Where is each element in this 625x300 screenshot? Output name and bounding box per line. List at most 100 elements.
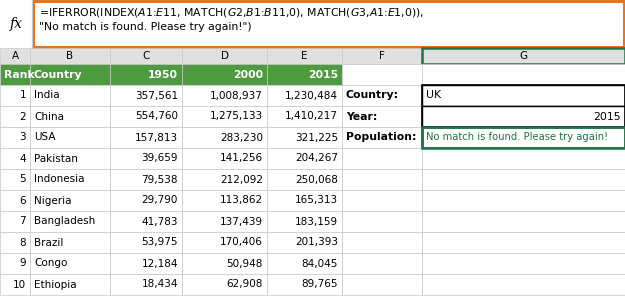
Bar	[30, 127, 110, 148]
Text: Country:: Country:	[346, 91, 399, 100]
Bar	[267, 169, 342, 190]
Text: 554,760: 554,760	[135, 112, 178, 122]
Bar	[30, 232, 110, 253]
Text: Year:: Year:	[346, 112, 378, 122]
Bar	[422, 85, 625, 127]
Bar	[422, 127, 625, 148]
Text: =IFERROR(INDEX($A$1:$E$11, MATCH($G$2,$B$1:$B$11,0), MATCH($G$3,$A$1:$E$1,0)),: =IFERROR(INDEX($A$1:$E$11, MATCH($G$2,$B…	[39, 6, 424, 19]
Text: 62,908: 62,908	[227, 280, 263, 290]
Text: Indonesia: Indonesia	[34, 175, 84, 184]
Text: Ethiopia: Ethiopia	[34, 280, 77, 290]
Text: 204,267: 204,267	[295, 154, 338, 164]
Text: 1950: 1950	[148, 70, 178, 80]
Text: 113,862: 113,862	[220, 196, 263, 206]
Text: 165,313: 165,313	[295, 196, 338, 206]
Bar	[110, 274, 182, 295]
Bar	[110, 148, 182, 169]
Bar	[30, 48, 110, 64]
Text: 283,230: 283,230	[220, 133, 263, 142]
Bar	[342, 274, 422, 295]
Bar	[422, 253, 625, 274]
Text: 84,045: 84,045	[302, 259, 338, 269]
Bar	[422, 48, 625, 64]
Text: 1: 1	[19, 91, 26, 100]
Text: 29,790: 29,790	[142, 196, 178, 206]
Bar	[182, 274, 267, 295]
Text: 89,765: 89,765	[301, 280, 338, 290]
Bar	[182, 190, 267, 211]
Bar	[0, 106, 30, 127]
Bar	[30, 85, 110, 106]
Bar	[422, 106, 625, 127]
Text: UK: UK	[426, 91, 441, 100]
Text: 53,975: 53,975	[141, 238, 178, 248]
Text: 39,659: 39,659	[141, 154, 178, 164]
Text: Nigeria: Nigeria	[34, 196, 71, 206]
Bar	[182, 64, 267, 85]
Text: 2000: 2000	[233, 70, 263, 80]
Bar	[422, 274, 625, 295]
Text: China: China	[34, 112, 64, 122]
Text: "No match is found. Please try again!"): "No match is found. Please try again!")	[39, 22, 252, 32]
Text: 1,230,484: 1,230,484	[285, 91, 338, 100]
Text: Bangladesh: Bangladesh	[34, 217, 95, 226]
Text: 141,256: 141,256	[220, 154, 263, 164]
Bar	[0, 274, 30, 295]
Bar	[110, 48, 182, 64]
Bar	[0, 127, 30, 148]
Text: D: D	[221, 51, 229, 61]
Bar	[267, 127, 342, 148]
Bar	[342, 169, 422, 190]
Bar	[342, 127, 422, 148]
Text: 137,439: 137,439	[220, 217, 263, 226]
Bar	[0, 253, 30, 274]
Bar	[182, 48, 267, 64]
Bar	[422, 64, 625, 85]
Text: 18,434: 18,434	[141, 280, 178, 290]
Bar	[110, 64, 182, 85]
Bar	[342, 232, 422, 253]
Text: 10: 10	[13, 280, 26, 290]
Bar	[110, 232, 182, 253]
Bar	[110, 85, 182, 106]
Text: 357,561: 357,561	[135, 91, 178, 100]
Text: 12,184: 12,184	[141, 259, 178, 269]
Bar	[267, 64, 342, 85]
Bar	[182, 211, 267, 232]
Bar	[342, 211, 422, 232]
Bar	[33, 1, 624, 47]
Text: 183,159: 183,159	[295, 217, 338, 226]
Bar	[342, 48, 422, 64]
Text: 8: 8	[19, 238, 26, 248]
Bar	[422, 127, 625, 148]
Text: 2015: 2015	[593, 112, 621, 122]
Bar	[0, 64, 30, 85]
Bar	[267, 274, 342, 295]
Text: Pakistan: Pakistan	[34, 154, 78, 164]
Text: fx: fx	[9, 17, 22, 31]
Bar	[422, 211, 625, 232]
Text: 7: 7	[19, 217, 26, 226]
Bar	[0, 85, 30, 106]
Text: 250,068: 250,068	[295, 175, 338, 184]
Bar	[182, 85, 267, 106]
Text: 79,538: 79,538	[141, 175, 178, 184]
Text: B: B	[66, 51, 74, 61]
Bar	[30, 253, 110, 274]
Bar	[0, 232, 30, 253]
Text: 5: 5	[19, 175, 26, 184]
Text: 1,008,937: 1,008,937	[210, 91, 263, 100]
Bar	[110, 169, 182, 190]
Bar	[182, 106, 267, 127]
Bar	[182, 232, 267, 253]
Text: C: C	[142, 51, 150, 61]
Bar	[110, 106, 182, 127]
Bar	[0, 169, 30, 190]
Bar	[30, 106, 110, 127]
Text: 157,813: 157,813	[135, 133, 178, 142]
Text: Country: Country	[34, 70, 82, 80]
Text: 6: 6	[19, 196, 26, 206]
Text: F: F	[379, 51, 385, 61]
Text: 9: 9	[19, 259, 26, 269]
Text: No match is found. Please try again!: No match is found. Please try again!	[426, 133, 608, 142]
